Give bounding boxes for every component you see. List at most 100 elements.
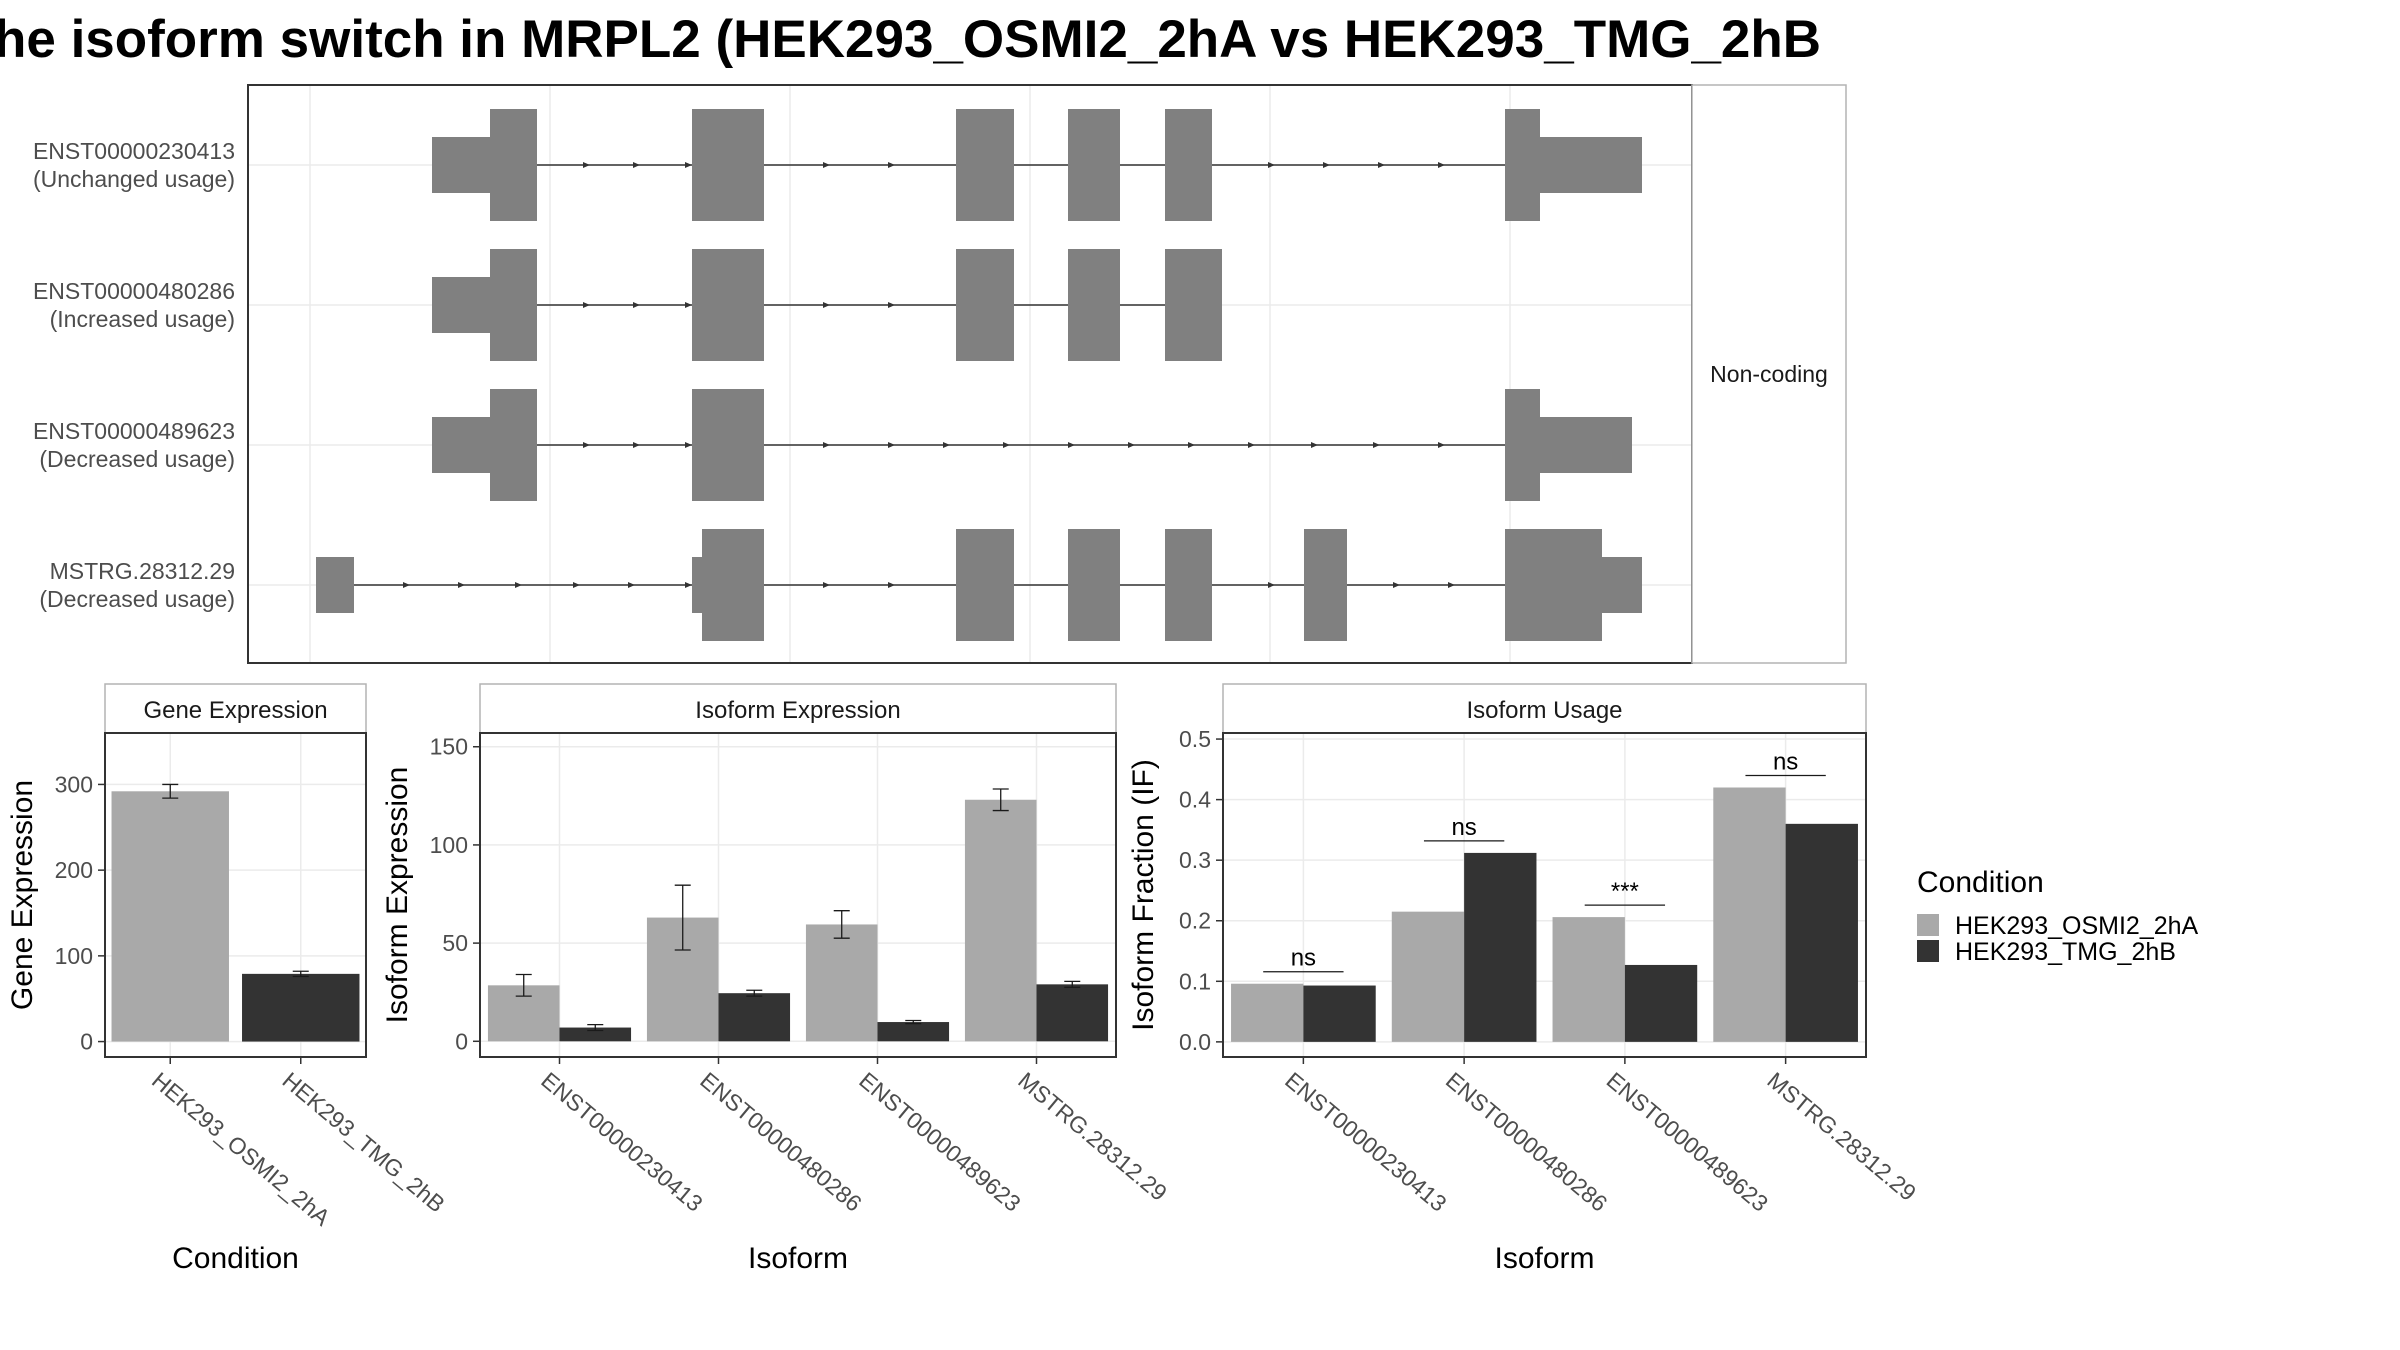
- bar: [111, 791, 229, 1042]
- exon: [316, 557, 354, 613]
- strand-arrow: [1268, 582, 1275, 588]
- strand-arrow: [1188, 442, 1195, 448]
- y-tick-label: 0.5: [1179, 726, 1211, 752]
- strand-arrow: [823, 302, 830, 308]
- bar: [805, 924, 878, 1042]
- transcript-label: ENST00000480286: [33, 278, 235, 304]
- bar: [1785, 823, 1858, 1042]
- transcript-model-ENST00000230413: [432, 109, 1642, 221]
- transcript-model-ENST00000489623: [432, 389, 1632, 501]
- strand-arrow: [685, 302, 692, 308]
- transcript-usage-label: (Increased usage): [50, 306, 235, 332]
- transcript-usage-label: (Unchanged usage): [33, 166, 235, 192]
- y-tick-label: 100: [430, 832, 468, 858]
- exon: [956, 109, 1014, 221]
- strand-arrow: [1393, 582, 1400, 588]
- transcript-models: [316, 109, 1642, 641]
- bar: [242, 973, 360, 1042]
- strand-arrow: [685, 162, 692, 168]
- exon: [1165, 529, 1212, 641]
- strand-arrow: [583, 162, 590, 168]
- non-coding-strip-label: Non-coding: [1710, 361, 1828, 387]
- exon: [1165, 249, 1222, 361]
- y-tick-label: 0.3: [1179, 847, 1211, 873]
- exon: [432, 137, 492, 193]
- transcript-model-MSTRG.28312.29: [316, 529, 1642, 641]
- exon: [692, 389, 764, 501]
- strand-arrow: [583, 302, 590, 308]
- transcript-labels: ENST00000230413(Unchanged usage) ENST0000…: [33, 138, 235, 612]
- y-axis-title: Isoform Fraction (IF): [1127, 759, 1160, 1031]
- panel-border: [104, 732, 367, 1058]
- exon: [692, 109, 764, 221]
- strand-arrow: [628, 582, 635, 588]
- y-tick-label: 0: [455, 1028, 468, 1054]
- panel-title: Isoform Expression: [695, 697, 900, 724]
- strand-arrow: [633, 162, 640, 168]
- bar: [1303, 985, 1376, 1042]
- strand-arrow: [633, 302, 640, 308]
- strand-arrow: [888, 302, 895, 308]
- strand-arrow: [1438, 442, 1445, 448]
- non-coding-strip: [1691, 84, 1847, 664]
- exon: [490, 389, 537, 501]
- significance-label: ***: [1611, 878, 1639, 905]
- strand-arrow: [1128, 442, 1135, 448]
- x-axis-title: Condition: [172, 1242, 299, 1275]
- y-tick-label: 100: [55, 943, 93, 969]
- strand-arrow: [888, 582, 895, 588]
- strand-arrow: [823, 442, 830, 448]
- panel-strip: [1222, 683, 1867, 734]
- y-tick-label: 0.4: [1179, 787, 1211, 813]
- exon: [956, 249, 1014, 361]
- exon: [1068, 109, 1120, 221]
- strand-arrow: [1248, 442, 1255, 448]
- bar: [718, 993, 791, 1042]
- bar: [1391, 911, 1465, 1042]
- strand-arrow: [823, 582, 830, 588]
- x-tick-label: ENST00000480286: [695, 1067, 867, 1217]
- y-tick-label: 0: [80, 1029, 93, 1055]
- y-tick-label: 0.0: [1179, 1029, 1211, 1055]
- exon: [1165, 109, 1212, 221]
- isoform-expression-panel: Isoform Expression 0 50 100 150 ENST000002304…: [381, 683, 1172, 1275]
- exon: [1068, 529, 1120, 641]
- strand-arrow: [515, 582, 522, 588]
- strand-arrow: [573, 582, 580, 588]
- transcript-panel: Non-coding ENST00000230413(Unchanged usa…: [33, 84, 1847, 664]
- strand-arrow: [1268, 162, 1275, 168]
- panel-border: [479, 732, 1117, 1058]
- x-tick-label: MSTRG.28312.29: [1762, 1067, 1921, 1206]
- bar: [1036, 984, 1109, 1042]
- legend-swatch-condition-b: [1917, 940, 1939, 962]
- strand-arrow: [1003, 442, 1010, 448]
- strand-arrow: [1438, 162, 1445, 168]
- bar: [1552, 917, 1625, 1042]
- panel-title: Isoform Usage: [1466, 697, 1622, 724]
- exon: [490, 249, 537, 361]
- significance-label: ns: [1291, 945, 1316, 972]
- strand-arrow: [1378, 162, 1385, 168]
- x-tick-label: ENST00000489623: [854, 1067, 1026, 1217]
- exon: [490, 109, 537, 221]
- y-tick-label: 200: [55, 857, 93, 883]
- transcript-usage-label: (Decreased usage): [39, 446, 235, 472]
- legend-label-condition-a: HEK293_OSMI2_2hA: [1955, 912, 2199, 940]
- strand-arrow: [403, 582, 410, 588]
- x-tick-label: ENST00000489623: [1602, 1067, 1774, 1217]
- panel-strip: [104, 683, 367, 734]
- exon: [1505, 109, 1540, 221]
- panel-strip: [479, 683, 1117, 734]
- y-tick-label: 150: [430, 734, 468, 760]
- panel-border: [1222, 732, 1867, 1058]
- exon: [702, 529, 764, 641]
- x-axis-title: Isoform: [748, 1242, 848, 1275]
- exon: [432, 277, 492, 333]
- y-tick-label: 300: [55, 771, 93, 797]
- exon: [1538, 417, 1632, 473]
- y-tick-label: 0.2: [1179, 908, 1211, 934]
- transcript-label: MSTRG.28312.29: [50, 558, 235, 584]
- strand-arrow: [1311, 442, 1318, 448]
- x-tick-label: ENST00000230413: [536, 1067, 708, 1217]
- exon: [956, 529, 1014, 641]
